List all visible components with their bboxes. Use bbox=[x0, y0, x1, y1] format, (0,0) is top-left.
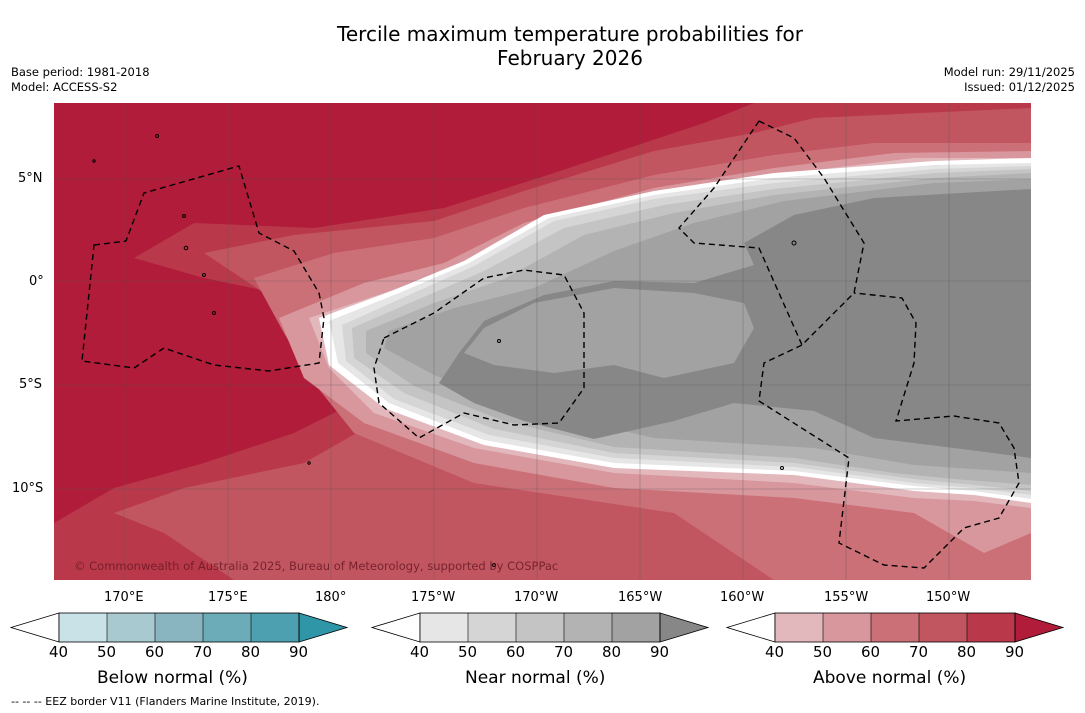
above-tick-90: 90 bbox=[1005, 643, 1025, 661]
below-tick-50: 50 bbox=[97, 643, 117, 661]
near-tick-40: 40 bbox=[410, 643, 430, 661]
below-tick-40: 40 bbox=[49, 643, 69, 661]
lon-label-155w: 155°W bbox=[824, 590, 869, 605]
above-tick-80: 80 bbox=[957, 643, 977, 661]
model-name: Model: ACCESS-S2 bbox=[11, 80, 118, 94]
eez-footnote: -- -- -- EEZ border V11 (Flanders Marine… bbox=[11, 695, 320, 708]
below-normal-title: Below normal (%) bbox=[97, 668, 248, 688]
meta-right: Model run: 29/11/2025 Issued: 01/12/2025 bbox=[944, 65, 1075, 95]
near-tick-60: 60 bbox=[506, 643, 526, 661]
lon-label-150w: 150°W bbox=[926, 590, 971, 605]
above-tick-70: 70 bbox=[909, 643, 929, 661]
meta-left: Base period: 1981-2018 Model: ACCESS-S2 bbox=[11, 65, 150, 95]
near-normal-title: Near normal (%) bbox=[465, 668, 606, 688]
below-tick-80: 80 bbox=[241, 643, 261, 661]
above-tick-50: 50 bbox=[813, 643, 833, 661]
lon-label-175e: 175°E bbox=[208, 590, 248, 605]
lat-label-5n: 5°N bbox=[18, 171, 43, 186]
lon-label-170w: 170°W bbox=[514, 590, 559, 605]
near-80-inner-patch bbox=[464, 288, 754, 378]
above-tick-60: 60 bbox=[861, 643, 881, 661]
model-run: Model run: 29/11/2025 bbox=[943, 65, 1075, 79]
near-tick-50: 50 bbox=[458, 643, 478, 661]
title-line-2: February 2026 bbox=[497, 46, 643, 70]
eez-borders bbox=[81, 120, 1020, 569]
near-tick-80: 80 bbox=[602, 643, 622, 661]
lat-label-5s: 5°S bbox=[19, 377, 43, 392]
base-period: Base period: 1981-2018 bbox=[11, 65, 150, 79]
near-tick-70: 70 bbox=[554, 643, 574, 661]
below-tick-70: 70 bbox=[193, 643, 213, 661]
near-normal-colorbar bbox=[371, 612, 710, 643]
above-normal-colorbar bbox=[726, 612, 1065, 643]
lon-label-175w: 175°W bbox=[411, 590, 456, 605]
lon-label-170e: 170°E bbox=[104, 590, 144, 605]
lon-label-180: 180° bbox=[315, 590, 347, 605]
above-normal-title: Above normal (%) bbox=[813, 668, 967, 688]
above-tick-40: 40 bbox=[765, 643, 785, 661]
probability-map: © Commonwealth of Australia 2025, Bureau… bbox=[54, 103, 1031, 580]
near-tick-90: 90 bbox=[650, 643, 670, 661]
lon-label-165w: 165°W bbox=[618, 590, 663, 605]
island-markers bbox=[92, 134, 797, 567]
below-tick-90: 90 bbox=[289, 643, 309, 661]
lat-label-10s: 10°S bbox=[12, 481, 44, 496]
copyright-text: © Commonwealth of Australia 2025, Bureau… bbox=[74, 559, 558, 573]
lon-label-160w: 160°W bbox=[720, 590, 765, 605]
issued-date: Issued: 01/12/2025 bbox=[964, 80, 1075, 94]
gridlines bbox=[54, 103, 1031, 580]
page-title: Tercile maximum temperature probabilitie… bbox=[0, 22, 1085, 70]
below-tick-60: 60 bbox=[145, 643, 165, 661]
lat-label-0: 0° bbox=[29, 274, 44, 289]
below-normal-colorbar bbox=[10, 612, 349, 643]
title-line-1: Tercile maximum temperature probabilitie… bbox=[337, 22, 803, 46]
